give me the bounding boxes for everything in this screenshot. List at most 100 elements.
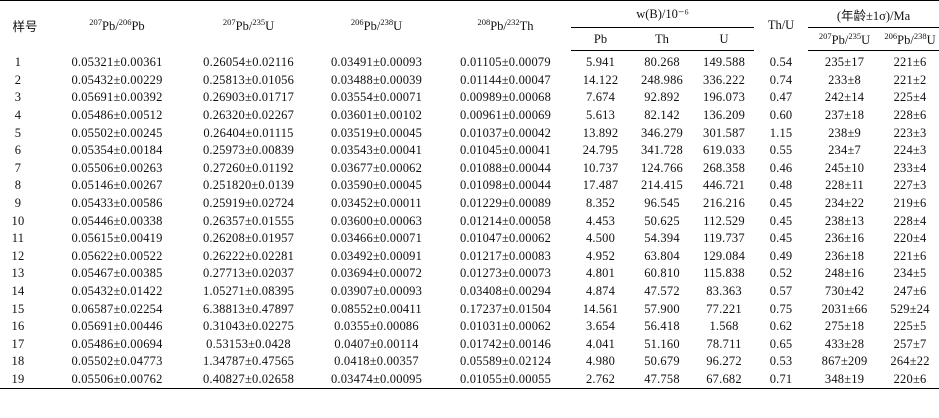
cell-sample: 1 [14,55,22,70]
table-row: 7 0.05506±0.00263 0.27260±0.01192 0.03677±0… [0,160,939,178]
cell-age-pb207-u235: 348±19 [808,370,882,390]
cell-age-pb207-u235: 245±10 [824,160,865,175]
table-row: 5 0.05502±0.00245 0.26404±0.01115 0.03519±0… [0,124,939,142]
table-row: 19 0.05506±0.00762 0.40827±0.02658 0.03474±… [0,370,939,390]
header-pb206-u238: 206Pb/238U [313,0,440,51]
cell-sample: 2 [14,72,22,87]
cell-u: 216.216 [703,196,746,211]
cell-pb206-u238: 0.0418±0.00357 [334,354,419,369]
cell-th-u: 0.65 [769,336,793,351]
cell-pb207-pb206: 0.05432±0.01422 [71,284,163,299]
cell-u: 78.711 [706,336,742,351]
cell-pb207-pb206: 0.05502±0.04773 [71,354,163,369]
table-header: 样号 207Pb/206Pb 207Pb/235U 206Pb/238U 208… [0,0,939,51]
cell-age-pb207-u235: 235±17 [824,55,865,70]
cell-age-pb206-u238: 224±3 [893,143,927,158]
table-row: 9 0.05433±0.00586 0.25919±0.02724 0.03452±0… [0,195,939,213]
cell-th-u: 0.45 [769,213,793,228]
table-row: 11 0.05615±0.00419 0.26208±0.01957 0.03466±… [0,230,939,248]
cell-sample: 13 [11,266,25,281]
table-row: 2 0.05432±0.00229 0.25813±0.01056 0.03488±0… [0,72,939,90]
header-th-u: Th/U [754,0,809,51]
cell-u: 136.209 [703,108,746,123]
table-row: 15 0.06587±0.02254 6.38813±0.47897 0.08552±… [0,300,939,318]
cell-sample: 9 [14,196,22,211]
header-sample: 样号 [0,0,50,51]
cell-age-pb206-u238: 234±5 [893,266,927,281]
cell-age-pb206-u238: 225±4 [893,90,927,105]
cell-u: 149.588 [703,55,746,70]
cell-pb207-u235: 0.25973±0.00839 [202,143,295,158]
table-row: 16 0.05691±0.00446 0.31043±0.02275 0.0355±0… [0,318,939,336]
cell-pb207-u235: 0.25813±0.01056 [202,72,295,87]
cell-th: 47.572 [644,284,680,299]
cell-age-pb206-u238: 220±6 [881,370,939,390]
cell-pb207-u235: 0.251820±0.0139 [202,178,295,193]
cell-pb207-pb206: 0.05146±0.00267 [71,178,163,193]
cell-pb: 8.352 [585,196,616,211]
cell-pb206-u238: 0.03543±0.00041 [330,143,423,158]
cell-pb208-th232: 0.01037±0.00042 [459,125,552,140]
cell-pb206-u238: 0.03694±0.00072 [330,266,423,281]
table-row: 13 0.05467±0.00385 0.27713±0.02037 0.03694±… [0,265,939,283]
cell-u: 301.587 [703,125,746,140]
cell-age-pb207-u235: 234±22 [824,196,865,211]
cell-u: 1.568 [709,319,739,334]
cell-pb207-pb206: 0.05615±0.00419 [71,231,163,246]
cell-pb208-th232: 0.01229±0.00089 [459,196,552,211]
cell-u: 268.358 [703,160,746,175]
cell-pb207-u235: 0.40827±0.02658 [184,370,313,390]
cell-pb206-u238: 0.08552±0.00411 [331,301,422,316]
cell-age-pb206-u238: 228±6 [893,108,927,123]
cell-pb208-th232: 0.01098±0.00044 [459,178,552,193]
cell-u: 77.221 [706,301,742,316]
cell-sample: 3 [14,90,22,105]
cell-sample: 14 [11,284,25,299]
cell-pb: 24.795 [582,143,619,158]
cell-age-pb207-u235: 730±42 [824,284,865,299]
cell-pb206-u238: 0.03600±0.00063 [330,213,423,228]
cell-pb208-th232: 0.01088±0.00044 [459,160,552,175]
cell-u: 83.363 [706,284,742,299]
cell-sample: 16 [11,319,25,334]
cell-pb207-pb206: 0.05506±0.00263 [71,160,163,175]
cell-pb208-th232: 0.00961±0.00069 [459,108,552,123]
cell-pb207-u235: 1.34787±0.47565 [202,354,295,369]
cell-th: 56.418 [644,319,680,334]
cell-pb207-u235: 0.27260±0.01192 [203,160,294,175]
cell-pb206-u238: 0.0355±0.00086 [334,319,419,334]
cell-age-pb206-u238: 228±4 [893,213,927,228]
cell-pb207-pb206: 0.05486±0.00512 [71,108,163,123]
header-pb207-pb206: 207Pb/206Pb [50,0,184,51]
cell-u: 446.721 [703,178,746,193]
cell-th: 248.986 [640,72,684,87]
header-u: U [694,27,755,51]
cell-age-pb207-u235: 236±16 [824,231,865,246]
table-row: 8 0.05146±0.00267 0.251820±0.0139 0.03590±0… [0,177,939,195]
cell-pb: 10.737 [582,160,619,175]
cell-pb207-u235: 0.25919±0.02724 [202,196,295,211]
cell-sample: 19 [0,370,50,390]
header-age-group: (年龄±1σ)/Ma [808,0,939,28]
cell-pb207-u235: 1.05271±0.08395 [202,284,295,299]
cell-pb207-pb206: 0.05691±0.00446 [71,319,163,334]
cell-pb207-pb206: 0.05622±0.00522 [71,248,163,263]
cell-th-u: 0.54 [769,55,793,70]
cell-pb208-th232: 0.03408±0.00294 [459,284,552,299]
cell-pb207-u235: 0.26404±0.01115 [203,125,294,140]
cell-th: 80.268 [644,55,680,70]
cell-pb208-th232: 0.01045±0.00041 [459,143,552,158]
cell-pb208-th232: 0.01055±0.00055 [440,370,571,390]
header-concentration-group: w(B)/10⁻⁶ [571,0,755,28]
cell-pb207-pb206: 0.05486±0.00694 [71,336,163,351]
cell-th: 346.279 [640,125,684,140]
cell-age-pb206-u238: 529±24 [890,301,930,316]
cell-pb208-th232: 0.01105±0.00079 [460,55,551,70]
cell-age-pb207-u235: 275±18 [824,319,865,334]
cell-pb206-u238: 0.03466±0.00071 [330,231,423,246]
cell-th-u: 0.57 [769,284,793,299]
cell-age-pb206-u238: 247±6 [893,284,927,299]
cell-sample: 7 [14,160,22,175]
cell-pb: 4.500 [585,231,616,246]
cell-th-u: 0.48 [769,178,793,193]
